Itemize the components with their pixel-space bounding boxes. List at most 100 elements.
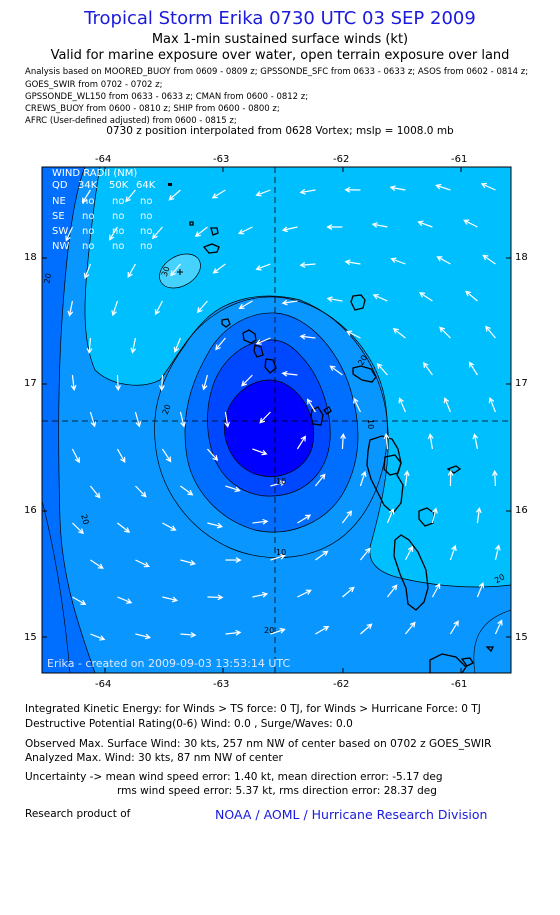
wind-vector-arrow (134, 411, 142, 428)
wind-vector-arrow (431, 582, 441, 598)
wind-vector-arrow (372, 293, 388, 302)
wind-vector-arrow (130, 337, 137, 354)
wind-radii-value: no (112, 241, 124, 252)
wind-vector-arrow (72, 596, 87, 605)
analysis-line: GOES_SWIR from 0702 - 0702 z; (25, 80, 163, 90)
lon-tick-label: -62 (333, 679, 350, 690)
wind-vector-arrow (371, 222, 388, 228)
wind-vector-arrow (270, 553, 286, 561)
wind-vector-arrow (90, 559, 104, 569)
wind-vector-arrow (299, 188, 316, 195)
wind-radii-value: no (112, 211, 124, 222)
wind-vector-arrow (89, 411, 97, 428)
wind-vector-arrow (194, 226, 208, 238)
wind-vector-arrow (238, 300, 253, 310)
wind-vector-arrow (340, 432, 346, 450)
wind-vector-arrow (206, 448, 219, 461)
wind-vector-arrow (255, 337, 271, 345)
wind-vector-arrow (443, 397, 451, 413)
wind-radii-value: no (82, 196, 94, 207)
wind-vector-arrow (196, 300, 208, 314)
analysis-line: Analysis based on MOORED_BUOY from 0609 … (25, 67, 529, 77)
island (253, 344, 264, 358)
wind-radii-value: no (140, 241, 152, 252)
wind-radii-value: no (82, 226, 94, 237)
wind-vector-arrow (403, 470, 410, 487)
wind-radii-value: no (140, 211, 152, 222)
analysis-line: GPSSONDE_WL150 from 0633 - 0633 z; CMAN … (25, 92, 309, 102)
wind-vector-arrow (270, 627, 286, 635)
wind-radii-quadrant: SW (52, 226, 68, 237)
wind-vector-arrow (326, 224, 343, 230)
wind-vector-arrow (447, 469, 454, 487)
contour-line (159, 253, 201, 289)
island (446, 465, 462, 474)
wind-vector-arrow (299, 261, 316, 268)
wind-vector-arrow (117, 596, 133, 604)
contour-label: 10 (276, 548, 286, 557)
lat-tick-label: 18 (24, 252, 37, 263)
wind-vector-arrow (475, 507, 482, 524)
island (242, 329, 257, 344)
wind-vector-arrow (468, 361, 478, 376)
wind-vector-arrow (427, 433, 434, 450)
wind-vector-arrow (70, 374, 77, 391)
island (310, 406, 324, 426)
wind-vector-arrow (491, 469, 498, 487)
wind-vector-arrow (494, 544, 501, 561)
wind-vector-arrow (439, 326, 451, 339)
wind-vector-arrow (341, 510, 353, 524)
wind-vector-arrow (494, 619, 503, 635)
wind-vector-arrow (154, 300, 163, 316)
wind-vector-arrow (299, 333, 316, 340)
wind-vector-arrow (162, 522, 177, 531)
wind-vector-arrow (135, 633, 152, 640)
organization-link[interactable]: NOAA / AOML / Hurricane Research Divisio… (215, 807, 488, 822)
ike-line: Integrated Kinetic Energy: for Winds > T… (25, 703, 481, 715)
wind-vector-arrow (270, 480, 286, 487)
wind-vector-arrow (281, 226, 298, 233)
wind-vector-arrow (255, 263, 271, 271)
island (264, 358, 277, 374)
wind-vector-arrow (281, 299, 298, 306)
lat-tick-label: 15 (515, 632, 528, 643)
wind-vector-arrow (180, 559, 196, 566)
wind-vector-arrow (404, 545, 413, 561)
wind-vector-arrow (224, 411, 230, 428)
wind-vector-arrow (211, 189, 226, 199)
lat-tick-label: 18 (515, 252, 528, 263)
wind-vector-arrow (346, 330, 361, 339)
island (202, 243, 220, 254)
wind-vector-arrow (180, 631, 197, 638)
wind-vector-arrow (115, 374, 121, 392)
land-dot (168, 183, 172, 186)
wind-vector-arrow (237, 226, 253, 235)
wind-radii-quadrant: SE (52, 211, 65, 222)
wind-vector-arrow (90, 633, 106, 641)
observed-max-line: Observed Max. Surface Wind: 30 kts, 257 … (25, 738, 492, 750)
lat-tick-label: 15 (24, 632, 37, 643)
contour-line (207, 339, 331, 497)
land-masses (189, 221, 495, 673)
lon-tick-label: -63 (213, 154, 230, 165)
uncertainty-line: rms wind speed error: 5.37 kt, rms direc… (117, 785, 437, 797)
analyzed-max-line: Analyzed Max. Wind: 30 kts, 87 nm NW of … (25, 752, 283, 764)
page-title: Tropical Storm Erika 0730 UTC 03 SEP 200… (84, 8, 476, 29)
wind-vector-arrow (108, 226, 118, 241)
wind-vector-arrow (419, 292, 433, 302)
axis-ticks (42, 167, 511, 673)
wind-vector-arrow (449, 544, 457, 561)
wind-radii-header: WIND RADII (NM) (52, 168, 137, 179)
analysis-line: AFRC (User-defined adjusted) from 0600 -… (25, 116, 237, 126)
wind-vector-arrow (398, 397, 406, 413)
contour-line (42, 499, 71, 673)
island (383, 454, 402, 476)
wind-vector-arrow (135, 485, 147, 498)
wind-vector-arrow (389, 185, 406, 191)
wind-radii-col: 64K (136, 180, 156, 191)
research-label: Research product of (25, 808, 131, 820)
wind-vector-arrow (436, 256, 451, 265)
contour-line (473, 609, 511, 673)
subtitle: Max 1-min sustained surface winds (kt) (151, 32, 409, 47)
wind-vector-arrow (472, 433, 479, 450)
